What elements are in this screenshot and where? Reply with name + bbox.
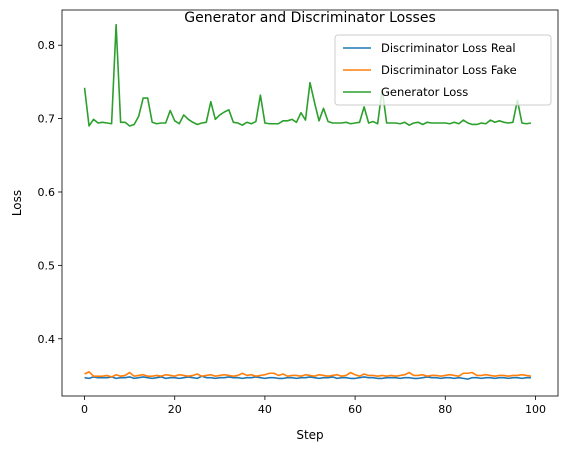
x-tick-label: 60 [348,403,362,416]
legend-box [334,34,552,106]
x-axis-ticks: 0 20 40 60 80 100 [81,396,546,416]
legend: Discriminator Loss Real Discriminator Los… [334,34,552,106]
y-axis-label: Loss [10,190,24,216]
legend-label-1: Discriminator Loss Fake [381,63,517,77]
x-tick-label: 0 [81,403,88,416]
series-layer [83,23,532,380]
plot-area [61,9,559,397]
plot-frame [61,9,559,397]
x-tick-label: 80 [438,403,452,416]
series-line-0 [84,375,531,380]
y-tick-label: 0.4 [38,333,56,346]
y-tick-label: 0.6 [38,186,56,199]
series-line-2 [83,23,532,127]
x-tick-label: 20 [168,403,182,416]
y-axis-ticks: 0.4 0.5 0.6 0.7 0.8 [38,39,62,346]
series-line-1 [84,370,532,378]
legend-label-2: Generator Loss [381,85,468,99]
legend-label-0: Discriminator Loss Real [381,41,516,55]
y-tick-label: 0.5 [38,259,56,272]
y-tick-label: 0.8 [38,39,56,52]
x-axis-label: Step [296,428,323,442]
y-tick-label: 0.7 [38,113,56,126]
chart-title: Generator and Discriminator Losses [184,10,436,26]
x-tick-label: 100 [525,403,546,416]
x-tick-label: 40 [258,403,272,416]
